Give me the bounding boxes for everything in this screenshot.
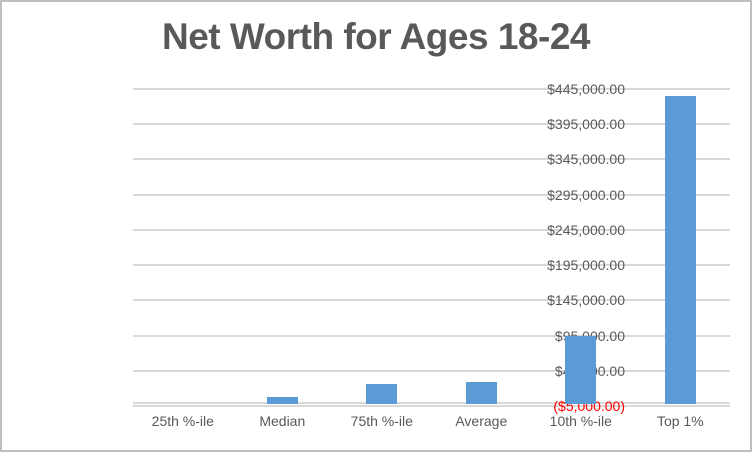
bar-10th-ile <box>565 336 597 405</box>
value-axis-label-295000: $295,000.00 <box>547 186 625 203</box>
gridline-145000 <box>133 299 730 302</box>
category-axis-label-average: Average <box>455 413 508 429</box>
value-axis-label-345000: $345,000.00 <box>547 151 625 168</box>
category-axis-label-median: Median <box>259 413 306 429</box>
bar-median <box>266 396 298 404</box>
category-axis-label-top-1: Top 1% <box>656 413 704 429</box>
value-axis-label-195000: $195,000.00 <box>547 257 625 274</box>
value-axis-label-445000: $445,000.00 <box>547 81 625 97</box>
bar-top-1 <box>664 96 696 404</box>
category-axis-line <box>133 401 730 404</box>
gridline-345000 <box>133 158 730 161</box>
chart-title: Net Worth for Ages 18-24 <box>162 16 590 57</box>
value-axis-label-245000: $245,000.00 <box>547 221 625 238</box>
category-axis-label-25th-ile: 25th %-ile <box>151 413 214 429</box>
bar-75th-ile <box>366 384 398 405</box>
gridline-45000 <box>133 369 730 372</box>
gridline-245000 <box>133 228 730 231</box>
category-axis-label-75th-ile: 75th %-ile <box>350 413 413 429</box>
gridline-445000 <box>133 88 730 90</box>
value-axis-label-395000: $395,000.00 <box>547 116 625 133</box>
bar-average <box>465 382 497 404</box>
gridline-295000 <box>133 193 730 196</box>
gridline-95000 <box>133 334 730 337</box>
gridline-395000 <box>133 123 730 126</box>
value-axis-label-145000: $145,000.00 <box>547 292 625 309</box>
gridline--5000 <box>133 405 730 407</box>
gridline-195000 <box>133 264 730 267</box>
category-axis-label-10th-ile: 10th %-ile <box>549 413 612 429</box>
